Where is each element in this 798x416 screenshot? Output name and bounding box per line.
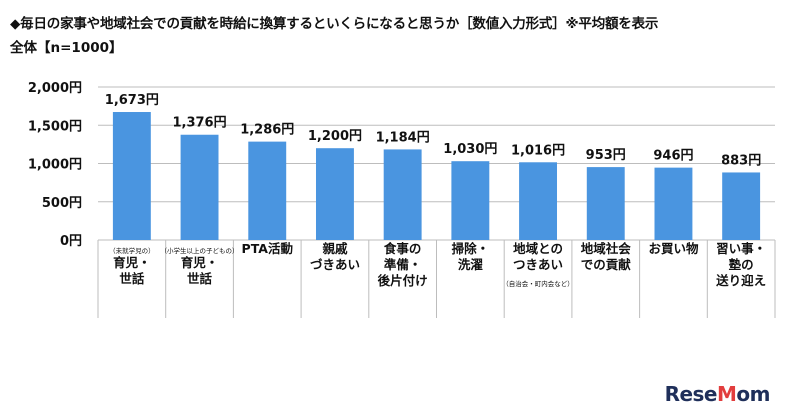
- y-tick-label: 500円: [42, 196, 82, 211]
- y-tick-label: 1,500円: [28, 119, 82, 134]
- data-label: 953円: [586, 148, 626, 163]
- data-label: 1,200円: [308, 129, 362, 144]
- x-tick-label: PTA活動: [242, 241, 293, 256]
- bar: [722, 172, 761, 240]
- x-tick-label: 世話: [119, 271, 145, 286]
- x-tick-label: 地域との: [513, 241, 563, 256]
- y-tick-label: 2,000円: [28, 81, 82, 96]
- x-tick-label: 習い事・: [716, 241, 766, 256]
- bar: [112, 112, 151, 240]
- x-tick-label: 食事の: [383, 241, 422, 256]
- chart-subtitle: 全体【n=1000】: [10, 40, 123, 56]
- x-tick-label: つきあい: [513, 257, 563, 272]
- data-label: 1,030円: [443, 142, 497, 157]
- x-tick-label: 塾の: [729, 257, 754, 272]
- data-label: 1,673円: [105, 93, 159, 108]
- x-tick-label: 準備・: [384, 257, 422, 272]
- y-tick-label: 1,000円: [28, 158, 82, 173]
- bar: [654, 167, 693, 240]
- chart-title: ◆毎日の家事や地域社会での貢献を時給に換算するといくらになると思うか［数値入力形…: [10, 16, 659, 32]
- x-tick-label: 後片付け: [378, 273, 428, 288]
- bar: [315, 148, 354, 240]
- x-tick-label: お買い物: [648, 241, 699, 256]
- data-label: 883円: [721, 153, 761, 168]
- resemom-logo: ReseMom: [664, 382, 771, 406]
- y-tick-label: 0円: [60, 234, 82, 249]
- x-tick-label: 送り迎え: [715, 273, 766, 288]
- x-tick-label: での貢献: [581, 257, 632, 272]
- data-label: 1,016円: [511, 143, 565, 158]
- bar: [451, 161, 490, 240]
- category-note: （自治会・町内会など）: [502, 279, 574, 288]
- data-label: 946円: [653, 149, 693, 164]
- bar: [180, 134, 219, 240]
- bar: [383, 149, 422, 240]
- x-tick-label: づきあい: [310, 257, 360, 272]
- bar: [519, 162, 558, 240]
- x-tick-label: 地域社会: [581, 241, 632, 256]
- x-tick-label: 親戚: [322, 241, 348, 256]
- x-tick-label: 洗濯: [458, 257, 484, 272]
- x-tick-label: 育児・: [181, 255, 219, 270]
- bar: [248, 141, 287, 240]
- bar: [586, 167, 625, 240]
- x-tick-label: 世話: [187, 271, 213, 286]
- category-note: （小学生以上の子どもの）: [161, 246, 239, 255]
- x-tick-label: 育児・: [113, 255, 151, 270]
- data-label: 1,376円: [172, 116, 226, 131]
- x-tick-label: 掃除・: [452, 241, 490, 256]
- data-label: 1,286円: [240, 123, 294, 138]
- category-note: （未就学児の）: [109, 246, 155, 255]
- data-label: 1,184円: [376, 130, 430, 145]
